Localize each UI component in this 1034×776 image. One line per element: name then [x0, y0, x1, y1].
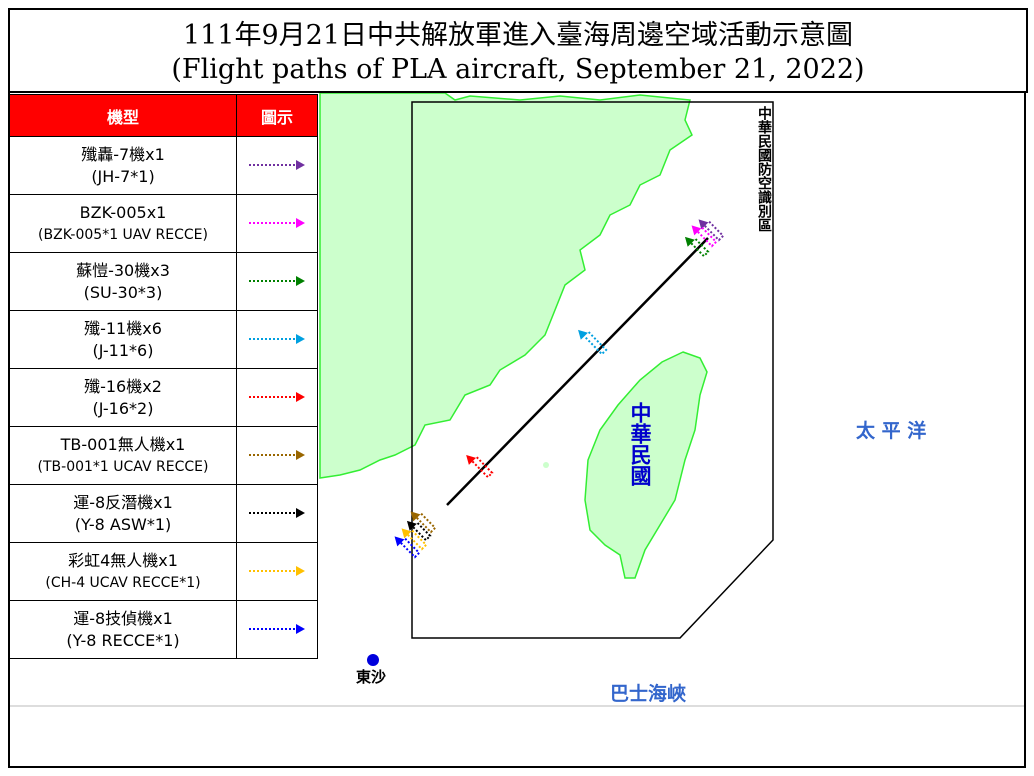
aircraft-en: (J-16*2)	[92, 398, 154, 418]
legend-aircraft-name: 彩虹4無人機x1 (CH-4 UCAV RECCE*1)	[9, 542, 237, 601]
legend-row: 殲-16機x2 (J-16*2)	[9, 368, 318, 427]
aircraft-en: (TB-001*1 UCAV RECCE)	[37, 458, 209, 475]
legend-header-type: 機型	[9, 94, 237, 137]
legend-aircraft-name: 殲轟-7機x1 (JH-7*1)	[9, 136, 237, 195]
adiz-boundary	[411, 101, 774, 639]
adiz-label: 中華民國防空識別區	[756, 106, 772, 232]
bzk005-flight-path	[691, 225, 718, 248]
legend-symbol	[236, 484, 318, 543]
dotted-arrow-icon	[249, 160, 305, 170]
legend-row: 蘇愷-30機x3 (SU-30*3)	[9, 252, 318, 311]
aircraft-zh: 運-8技偵機x1	[73, 608, 173, 628]
tb001-flight-path	[410, 511, 437, 534]
dotted-arrow-icon	[249, 392, 305, 402]
aircraft-zh: 運-8反潛機x1	[73, 492, 173, 512]
legend-row: 殲-11機x6 (J-11*6)	[9, 310, 318, 369]
dotted-arrow-icon	[249, 218, 305, 228]
legend-aircraft-name: 運-8技偵機x1 (Y-8 RECCE*1)	[9, 600, 237, 659]
dotted-arrow-icon	[249, 450, 305, 460]
legend-aircraft-name: 運-8反潛機x1 (Y-8 ASW*1)	[9, 484, 237, 543]
legend-row: TB-001無人機x1 (TB-001*1 UCAV RECCE)	[9, 426, 318, 485]
legend-row: 彩虹4無人機x1 (CH-4 UCAV RECCE*1)	[9, 542, 318, 601]
aircraft-zh: 彩虹4無人機x1	[68, 550, 178, 570]
aircraft-zh: 殲-11機x6	[84, 318, 162, 338]
aircraft-en: (JH-7*1)	[91, 166, 155, 186]
legend-row: BZK-005x1 (BZK-005*1 UAV RECCE)	[9, 194, 318, 253]
legend-symbol	[236, 426, 318, 485]
j16-flight-path	[466, 454, 494, 479]
y8-asw-track	[446, 237, 709, 506]
aircraft-zh: TB-001無人機x1	[60, 434, 186, 454]
legend-symbol	[236, 252, 318, 311]
jh7-flight-path	[698, 219, 725, 242]
legend-aircraft-name: TB-001無人機x1 (TB-001*1 UCAV RECCE)	[9, 426, 237, 485]
dotted-arrow-icon	[249, 508, 305, 518]
ch4-flight-path	[401, 528, 428, 551]
title-box: 111年9月21日中共解放軍進入臺海周邊空域活動示意圖 (Flight path…	[8, 8, 1028, 93]
dotted-arrow-icon	[249, 566, 305, 576]
legend-symbol	[236, 368, 318, 427]
legend-aircraft-name: BZK-005x1 (BZK-005*1 UAV RECCE)	[9, 194, 237, 253]
pacific-label: 太 平 洋	[856, 420, 927, 442]
china-mainland	[319, 92, 693, 479]
legend-symbol	[236, 136, 318, 195]
aircraft-en: (BZK-005*1 UAV RECCE)	[38, 226, 208, 243]
legend-symbol	[236, 310, 318, 369]
dongsha-dot	[367, 654, 379, 666]
legend-row: 運-8技偵機x1 (Y-8 RECCE*1)	[9, 600, 318, 659]
j11-flight-path	[578, 329, 608, 356]
legend-table: 機型 圖示 殲轟-7機x1 (JH-7*1) BZK-005x1 (BZK-005*…	[9, 94, 318, 659]
dotted-arrow-icon	[249, 624, 305, 634]
dotted-arrow-icon	[249, 334, 305, 344]
title-en: (Flight paths of PLA aircraft, September…	[171, 54, 865, 85]
y8recce-flight-path	[394, 536, 421, 559]
aircraft-en: (Y-8 ASW*1)	[74, 514, 172, 534]
taiwan-label: 中華民國	[628, 402, 652, 486]
aircraft-en: (SU-30*3)	[83, 282, 163, 302]
taiwan-island	[584, 351, 708, 579]
legend-row: 運-8反潛機x1 (Y-8 ASW*1)	[9, 484, 318, 543]
legend-aircraft-name: 蘇愷-30機x3 (SU-30*3)	[9, 252, 237, 311]
bashi-channel-label: 巴士海峽	[610, 683, 687, 705]
aircraft-zh: 殲-16機x2	[84, 376, 162, 396]
dongsha-label: 東沙	[356, 668, 387, 686]
legend-symbol	[236, 600, 318, 659]
legend-header-symbol: 圖示	[236, 94, 318, 137]
legend-symbol	[236, 542, 318, 601]
legend-aircraft-name: 殲-11機x6 (J-11*6)	[9, 310, 237, 369]
su30-flight-path	[684, 236, 710, 258]
y8asw-flight-path	[406, 520, 432, 542]
dotted-arrow-icon	[249, 276, 305, 286]
legend-aircraft-name: 殲-16機x2 (J-16*2)	[9, 368, 237, 427]
legend-symbol	[236, 194, 318, 253]
legend-row: 殲轟-7機x1 (JH-7*1)	[9, 136, 318, 195]
aircraft-zh: 蘇愷-30機x3	[76, 260, 170, 280]
aircraft-zh: 殲轟-7機x1	[81, 144, 165, 164]
island-dot	[543, 462, 549, 468]
aircraft-zh: BZK-005x1	[79, 202, 167, 222]
aircraft-en: (CH-4 UCAV RECCE*1)	[45, 574, 201, 591]
aircraft-en: (Y-8 RECCE*1)	[66, 630, 180, 650]
aircraft-en: (J-11*6)	[92, 340, 154, 360]
title-zh: 111年9月21日中共解放軍進入臺海周邊空域活動示意圖	[182, 20, 854, 51]
